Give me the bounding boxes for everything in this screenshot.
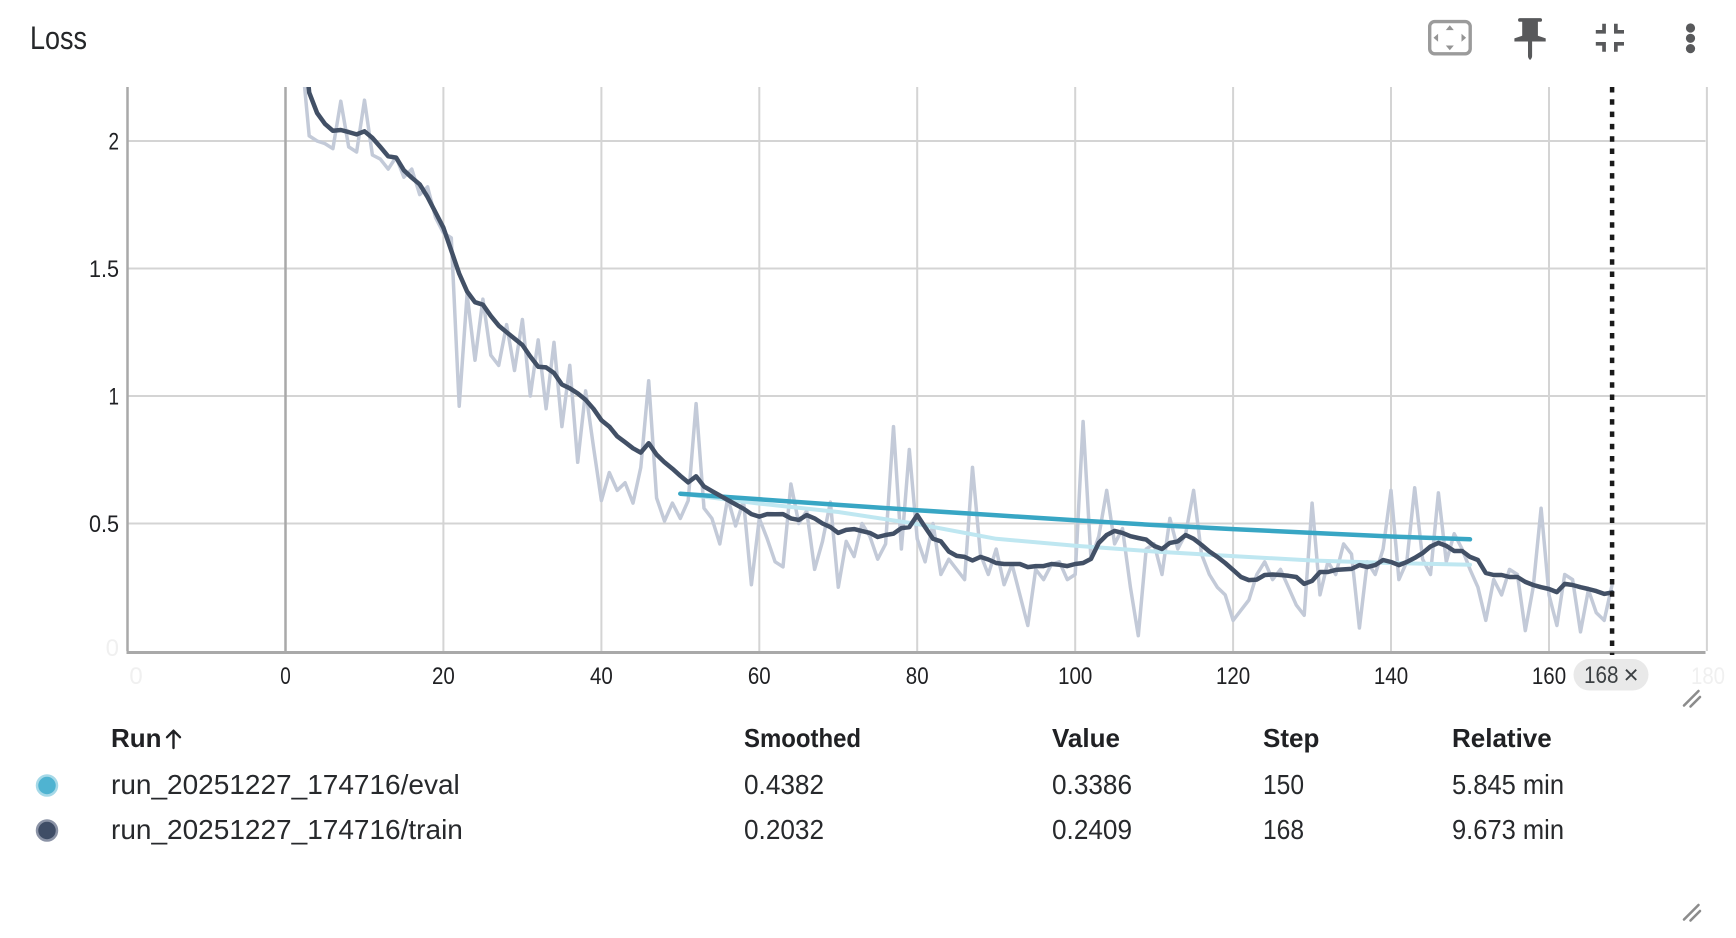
svg-text:0.2409: 0.2409 — [1052, 814, 1132, 845]
svg-text:1.5: 1.5 — [89, 256, 119, 283]
svg-text:168: 168 — [1263, 814, 1304, 845]
svg-text:Loss: Loss — [30, 20, 87, 56]
svg-text:100: 100 — [1058, 663, 1092, 690]
svg-text:Relative: Relative — [1452, 723, 1552, 753]
svg-text:160: 160 — [1532, 663, 1566, 690]
svg-text:0: 0 — [129, 663, 142, 690]
svg-text:60: 60 — [748, 663, 771, 690]
svg-text:0.4382: 0.4382 — [744, 769, 824, 800]
svg-text:0.3386: 0.3386 — [1052, 769, 1132, 800]
svg-text:120: 120 — [1216, 663, 1250, 690]
svg-text:40: 40 — [590, 663, 613, 690]
svg-text:5.845 min: 5.845 min — [1452, 769, 1564, 800]
svg-text:180: 180 — [1691, 663, 1725, 690]
svg-text:1: 1 — [109, 384, 120, 411]
svg-text:0: 0 — [106, 635, 119, 662]
svg-text:Smoothed: Smoothed — [744, 723, 861, 753]
svg-text:0: 0 — [280, 663, 291, 690]
svg-text:150: 150 — [1263, 769, 1304, 800]
svg-text:0.5: 0.5 — [89, 511, 119, 538]
svg-text:×: × — [1624, 660, 1639, 690]
svg-text:run_20251227_174716/train: run_20251227_174716/train — [111, 814, 463, 845]
svg-text:80: 80 — [906, 663, 929, 690]
svg-text:0.2032: 0.2032 — [744, 814, 824, 845]
svg-text:run_20251227_174716/eval: run_20251227_174716/eval — [111, 769, 460, 800]
svg-text:140: 140 — [1374, 663, 1408, 690]
svg-text:2: 2 — [109, 129, 120, 156]
svg-text:Step: Step — [1263, 723, 1319, 753]
svg-text:168: 168 — [1584, 662, 1619, 689]
svg-text:Run: Run — [111, 723, 162, 753]
svg-text:20: 20 — [432, 663, 455, 690]
svg-text:Value: Value — [1052, 723, 1120, 753]
svg-text:9.673 min: 9.673 min — [1452, 814, 1564, 845]
